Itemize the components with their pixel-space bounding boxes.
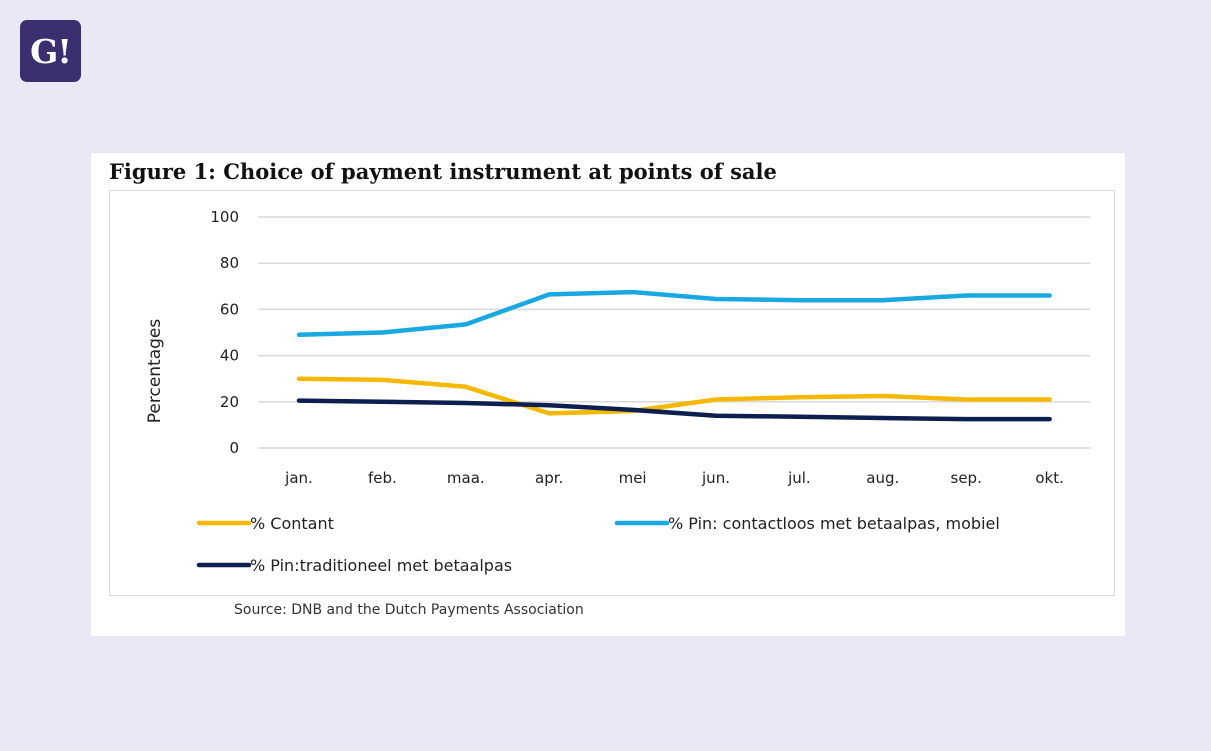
x-tick-label: mei (619, 469, 647, 487)
x-tick-label: jul. (787, 469, 811, 487)
x-tick-label: jan. (284, 469, 313, 487)
y-tick-label: 20 (220, 393, 239, 411)
legend-label: % Pin:traditioneel met betaalpas (250, 556, 512, 575)
x-tick-label: feb. (368, 469, 397, 487)
legend-item-3[interactable]: % Pin:traditioneel met betaalpas (196, 556, 512, 575)
legend-label: % Pin: contactloos met betaalpas, mobiel (668, 514, 1000, 533)
figure-title: Figure 1: Choice of payment instrument a… (109, 159, 777, 184)
series-layer (296, 289, 1052, 422)
legend-item-2[interactable]: % Pin: contactloos met betaalpas, mobiel (614, 514, 1000, 533)
y-tick-label: 80 (220, 254, 239, 272)
legend: % Contant % Pin: contactloos met betaalpa… (196, 514, 1000, 575)
plot-frame (109, 190, 1115, 596)
y-tick-label: 100 (210, 208, 239, 226)
y-tick-label: 0 (229, 439, 239, 457)
y-axis-label: Percentages (145, 319, 165, 424)
series-line-3 (296, 398, 1052, 422)
x-tick-label: sep. (951, 469, 982, 487)
series-line-2 (296, 289, 1052, 338)
legend-item-1[interactable]: % Contant (196, 514, 334, 533)
line-chart: 0 20 40 60 80 100 jan. feb. maa. apr. mei jun. jul.… (145, 208, 1090, 575)
y-tick-label: 60 (220, 300, 239, 318)
x-tick-label: maa. (447, 469, 485, 487)
y-tick-labels: 0 20 40 60 80 100 (210, 208, 239, 457)
y-tick-label: 40 (220, 347, 239, 365)
source-note: Source: DNB and the Dutch Payments Assoc… (234, 602, 584, 618)
x-tick-labels: jan. feb. maa. apr. mei jun. jul. aug. sep. okt. (284, 469, 1064, 487)
x-tick-label: apr. (535, 469, 563, 487)
series-line-1 (296, 376, 1052, 416)
x-tick-label: aug. (866, 469, 899, 487)
legend-label: % Contant (250, 514, 334, 533)
x-tick-label: jun. (701, 469, 730, 487)
brand-logo[interactable]: G! (20, 20, 81, 82)
x-tick-label: okt. (1035, 469, 1064, 487)
figure-card: Figure 1: Choice of payment instrument a… (91, 153, 1125, 636)
